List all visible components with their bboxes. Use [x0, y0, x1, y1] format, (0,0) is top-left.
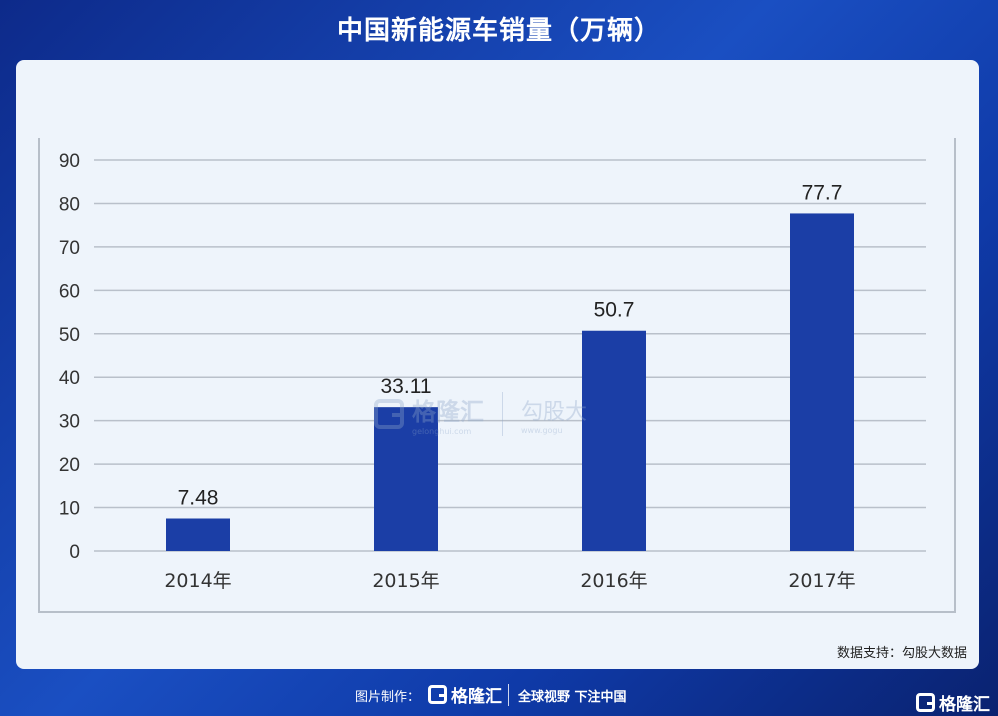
- y-tick-label: 50: [59, 325, 80, 346]
- footer-logo: 格隆汇: [428, 682, 502, 707]
- data-source: 数据支持：勾股大数据: [836, 646, 967, 661]
- bar: [582, 330, 646, 551]
- x-tick-label: 2014年: [164, 570, 231, 592]
- footer-divider: [508, 684, 509, 706]
- watermark-brand-url: gelonghui.com: [412, 427, 472, 436]
- y-tick-label: 40: [59, 368, 80, 389]
- footer-made-by: 图片制作：: [355, 690, 421, 705]
- watermark-partner-block: 勾股大 www.gogu: [521, 394, 587, 435]
- x-tick-label: 2015年: [372, 570, 439, 592]
- gelonghui-logo-icon: [916, 693, 935, 712]
- data-label: 33.11: [381, 375, 432, 398]
- watermark-brand-block: 格隆汇 gelonghui.com: [412, 392, 484, 436]
- y-tick-label: 20: [59, 455, 80, 476]
- bar: [166, 518, 230, 551]
- y-tick-label: 90: [59, 151, 80, 172]
- footer-slogan: 全球视野 下注中国: [518, 690, 627, 705]
- corner-logo: 格隆汇: [916, 690, 990, 715]
- x-tick-label: 2016年: [580, 570, 647, 592]
- data-label: 50.7: [594, 299, 635, 322]
- watermark-divider: [502, 392, 503, 436]
- x-tick-label: 2017年: [788, 570, 855, 592]
- corner-brand: 格隆汇: [939, 695, 990, 715]
- chart-frame: [38, 138, 956, 613]
- chart-card: 0 10 20 30 40 50 60 70 80 90 7.48 2014年 33.11 2015年 50…: [16, 60, 979, 669]
- data-label: 77.7: [802, 181, 843, 204]
- y-tick-label: 60: [59, 281, 80, 302]
- y-tick-label: 0: [69, 542, 80, 563]
- watermark-partner-url: www.gogu: [521, 425, 563, 435]
- gelonghui-logo-icon: [428, 685, 447, 704]
- bar: [790, 213, 854, 552]
- bar: [374, 407, 438, 551]
- page-title: 中国新能源车销量（万辆）: [336, 16, 661, 46]
- watermark: 格隆汇 gelonghui.com 勾股大 www.gogu: [374, 392, 587, 436]
- data-label: 7.48: [178, 487, 219, 510]
- watermark-partner: 勾股大: [521, 399, 588, 425]
- y-tick-label: 70: [59, 238, 80, 259]
- footer-brand: 格隆汇: [451, 687, 502, 707]
- footer: 图片制作： 格隆汇 全球视野 下注中国: [0, 676, 998, 716]
- bar-chart: 0 10 20 30 40 50 60 70 80 90 7.48 2014年 33.11 2015年 50…: [59, 151, 926, 592]
- y-tick-label: 30: [59, 412, 80, 433]
- y-tick-label: 80: [59, 194, 80, 215]
- gelonghui-logo-icon: [374, 399, 404, 429]
- watermark-brand: 格隆汇: [412, 398, 484, 426]
- y-tick-label: 10: [59, 499, 80, 520]
